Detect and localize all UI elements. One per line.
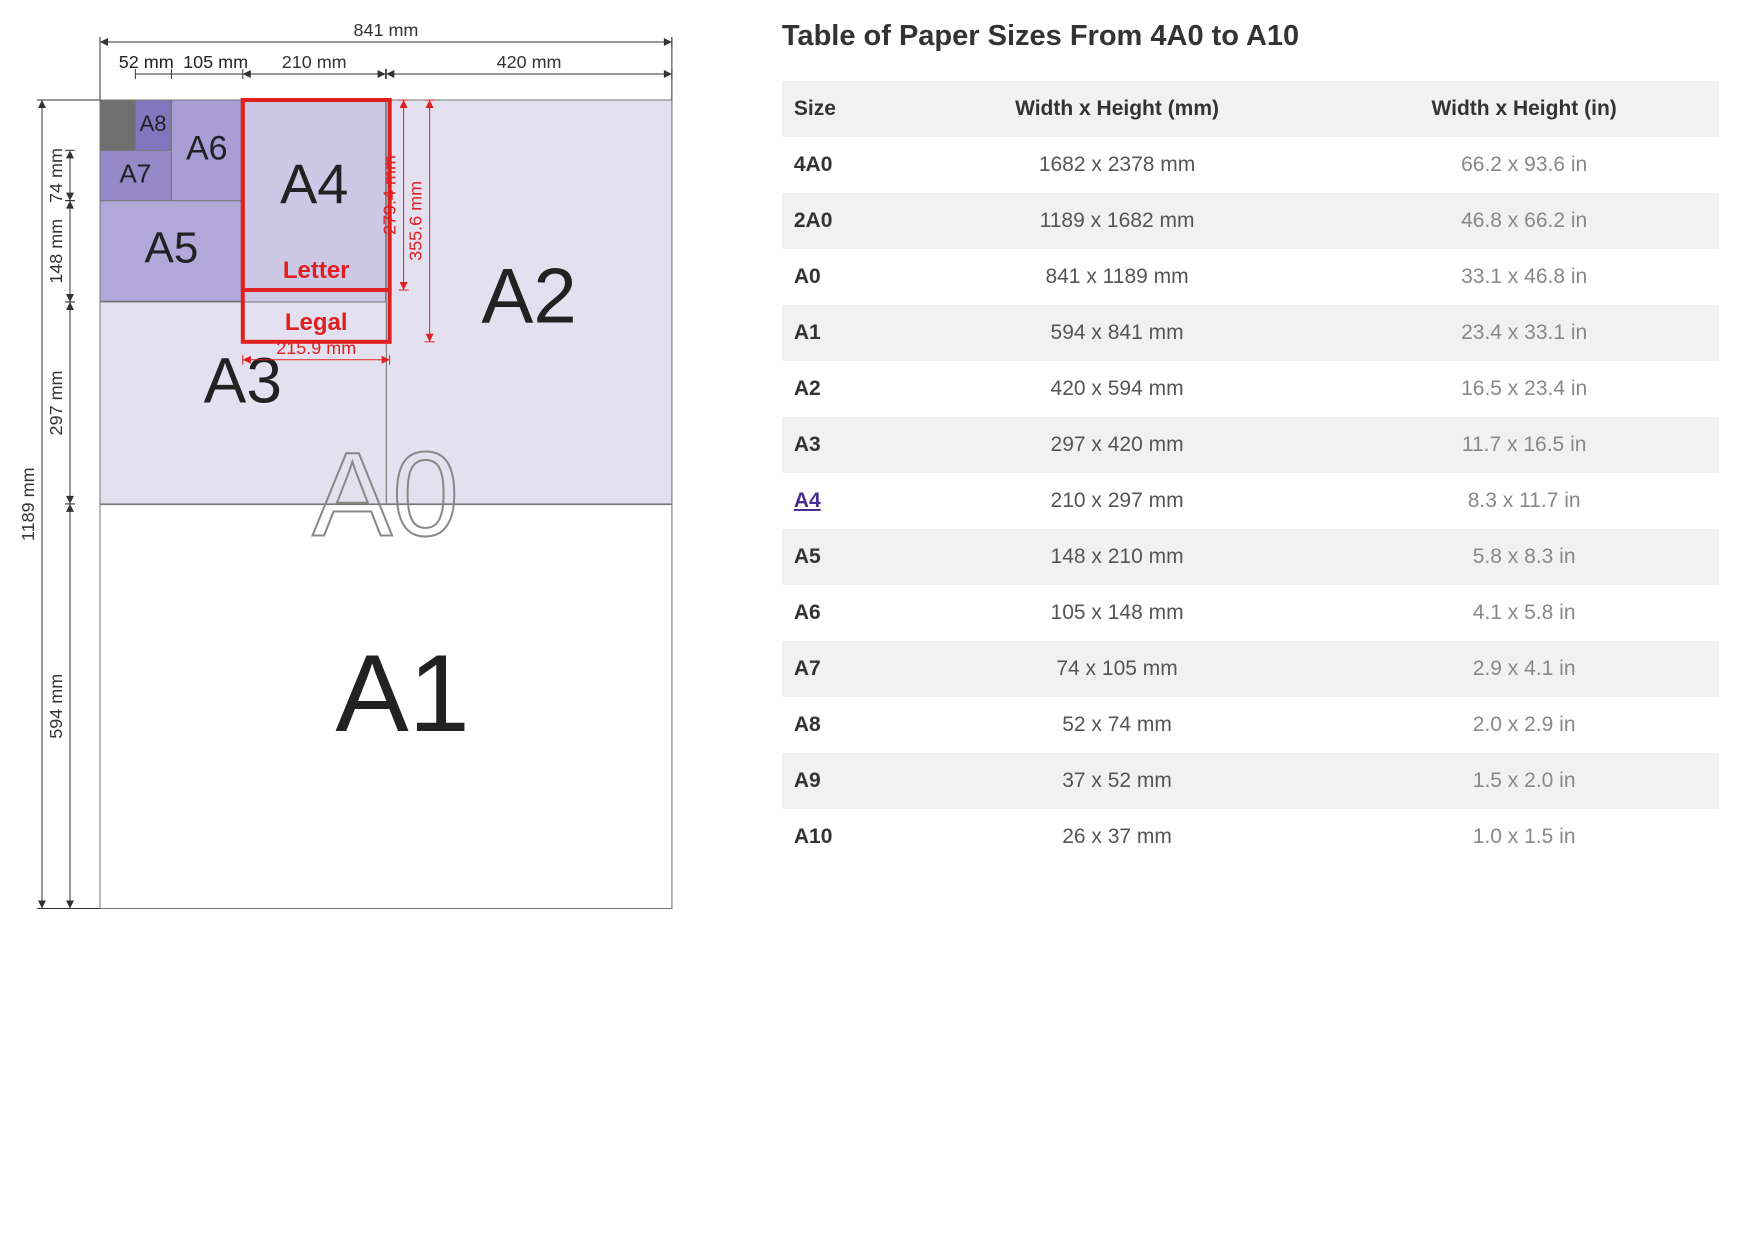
table-header-row: Size Width x Height (mm) Width x Height … xyxy=(782,81,1719,137)
cell-mm: 297 x 420 mm xyxy=(905,417,1329,473)
cell-size: A4 xyxy=(782,473,905,529)
cell-size: A10 xyxy=(782,809,905,865)
label-letter: Letter xyxy=(283,257,350,284)
cell-in: 2.0 x 2.9 in xyxy=(1329,697,1719,753)
dim: 1189 mm xyxy=(20,467,38,541)
cell-in: 46.8 x 66.2 in xyxy=(1329,193,1719,249)
cell-mm: 1189 x 1682 mm xyxy=(905,193,1329,249)
cell-mm: 594 x 841 mm xyxy=(905,305,1329,361)
cell-mm: 37 x 52 mm xyxy=(905,753,1329,809)
table-row: A5148 x 210 mm5.8 x 8.3 in xyxy=(782,529,1719,585)
table-row: A774 x 105 mm2.9 x 4.1 in xyxy=(782,641,1719,697)
cell-size: A3 xyxy=(782,417,905,473)
table-row: A6105 x 148 mm4.1 x 5.8 in xyxy=(782,585,1719,641)
cell-in: 16.5 x 23.4 in xyxy=(1329,361,1719,417)
table-column: Table of Paper Sizes From 4A0 to A10 Siz… xyxy=(782,20,1719,865)
table-row: A937 x 52 mm1.5 x 2.0 in xyxy=(782,753,1719,809)
dim: 355.6 mm xyxy=(406,181,426,261)
cell-size: 2A0 xyxy=(782,193,905,249)
cell-size: A2 xyxy=(782,361,905,417)
cell-in: 8.3 x 11.7 in xyxy=(1329,473,1719,529)
label-A2: A2 xyxy=(481,252,576,340)
label-A1: A1 xyxy=(335,632,470,755)
diagram-column: A0A1A2A3A4A5A6A7A8LetterLegal841 mm420 m… xyxy=(20,20,742,929)
table-row: 2A01189 x 1682 mm46.8 x 66.2 in xyxy=(782,193,1719,249)
cell-mm: 1682 x 2378 mm xyxy=(905,137,1329,193)
table-row: A2420 x 594 mm16.5 x 23.4 in xyxy=(782,361,1719,417)
cell-in: 11.7 x 16.5 in xyxy=(1329,417,1719,473)
col-mm: Width x Height (mm) xyxy=(905,81,1329,137)
cell-in: 2.9 x 4.1 in xyxy=(1329,641,1719,697)
cell-size: A5 xyxy=(782,529,905,585)
label-A4: A4 xyxy=(280,152,348,215)
sizes-table: Size Width x Height (mm) Width x Height … xyxy=(782,81,1719,865)
table-row: 4A01682 x 2378 mm66.2 x 93.6 in xyxy=(782,137,1719,193)
cell-in: 1.0 x 1.5 in xyxy=(1329,809,1719,865)
cell-in: 4.1 x 5.8 in xyxy=(1329,585,1719,641)
cell-in: 33.1 x 46.8 in xyxy=(1329,249,1719,305)
cell-size: A6 xyxy=(782,585,905,641)
dim: 52 mm xyxy=(119,52,174,72)
cell-mm: 420 x 594 mm xyxy=(905,361,1329,417)
cell-size: A1 xyxy=(782,305,905,361)
dim: 215.9 mm xyxy=(276,338,356,358)
dim: 148 mm xyxy=(46,219,66,284)
label-A8: A8 xyxy=(140,111,167,136)
dim: 210 mm xyxy=(282,52,347,72)
cell-mm: 52 x 74 mm xyxy=(905,697,1329,753)
cell-mm: 26 x 37 mm xyxy=(905,809,1329,865)
size-link-a4[interactable]: A4 xyxy=(794,489,821,512)
dim: 279.4 mm xyxy=(380,155,400,235)
table-row: A3297 x 420 mm11.7 x 16.5 in xyxy=(782,417,1719,473)
label-A0: A0 xyxy=(312,428,459,562)
paper-size-diagram: A0A1A2A3A4A5A6A7A8LetterLegal841 mm420 m… xyxy=(20,20,742,929)
cell-size: A0 xyxy=(782,249,905,305)
cell-mm: 105 x 148 mm xyxy=(905,585,1329,641)
dim: 841 mm xyxy=(353,20,418,40)
cell-size: A7 xyxy=(782,641,905,697)
table-row: A852 x 74 mm2.0 x 2.9 in xyxy=(782,697,1719,753)
table-row: A1026 x 37 mm1.0 x 1.5 in xyxy=(782,809,1719,865)
cell-mm: 841 x 1189 mm xyxy=(905,249,1329,305)
dim: 594 mm xyxy=(46,674,66,739)
rect-A9 xyxy=(100,100,135,150)
col-size: Size xyxy=(782,81,905,137)
table-row: A1594 x 841 mm23.4 x 33.1 in xyxy=(782,305,1719,361)
cell-in: 66.2 x 93.6 in xyxy=(1329,137,1719,193)
table-title: Table of Paper Sizes From 4A0 to A10 xyxy=(782,20,1719,53)
cell-in: 23.4 x 33.1 in xyxy=(1329,305,1719,361)
cell-mm: 148 x 210 mm xyxy=(905,529,1329,585)
label-A6: A6 xyxy=(186,129,228,167)
table-row: A4 210 x 297 mm8.3 x 11.7 in xyxy=(782,473,1719,529)
cell-mm: 210 x 297 mm xyxy=(905,473,1329,529)
cell-size: 4A0 xyxy=(782,137,905,193)
dim: 297 mm xyxy=(46,370,66,435)
dim: 74 mm xyxy=(46,148,66,203)
cell-mm: 74 x 105 mm xyxy=(905,641,1329,697)
label-legal: Legal xyxy=(285,309,348,336)
label-A7: A7 xyxy=(119,158,151,188)
cell-size: A8 xyxy=(782,697,905,753)
page-root: A0A1A2A3A4A5A6A7A8LetterLegal841 mm420 m… xyxy=(20,20,1719,929)
dim: 420 mm xyxy=(497,52,562,72)
label-A5: A5 xyxy=(144,224,198,273)
cell-size: A9 xyxy=(782,753,905,809)
table-row: A0841 x 1189 mm33.1 x 46.8 in xyxy=(782,249,1719,305)
dim: 105 mm xyxy=(183,52,248,72)
cell-in: 5.8 x 8.3 in xyxy=(1329,529,1719,585)
cell-in: 1.5 x 2.0 in xyxy=(1329,753,1719,809)
col-in: Width x Height (in) xyxy=(1329,81,1719,137)
